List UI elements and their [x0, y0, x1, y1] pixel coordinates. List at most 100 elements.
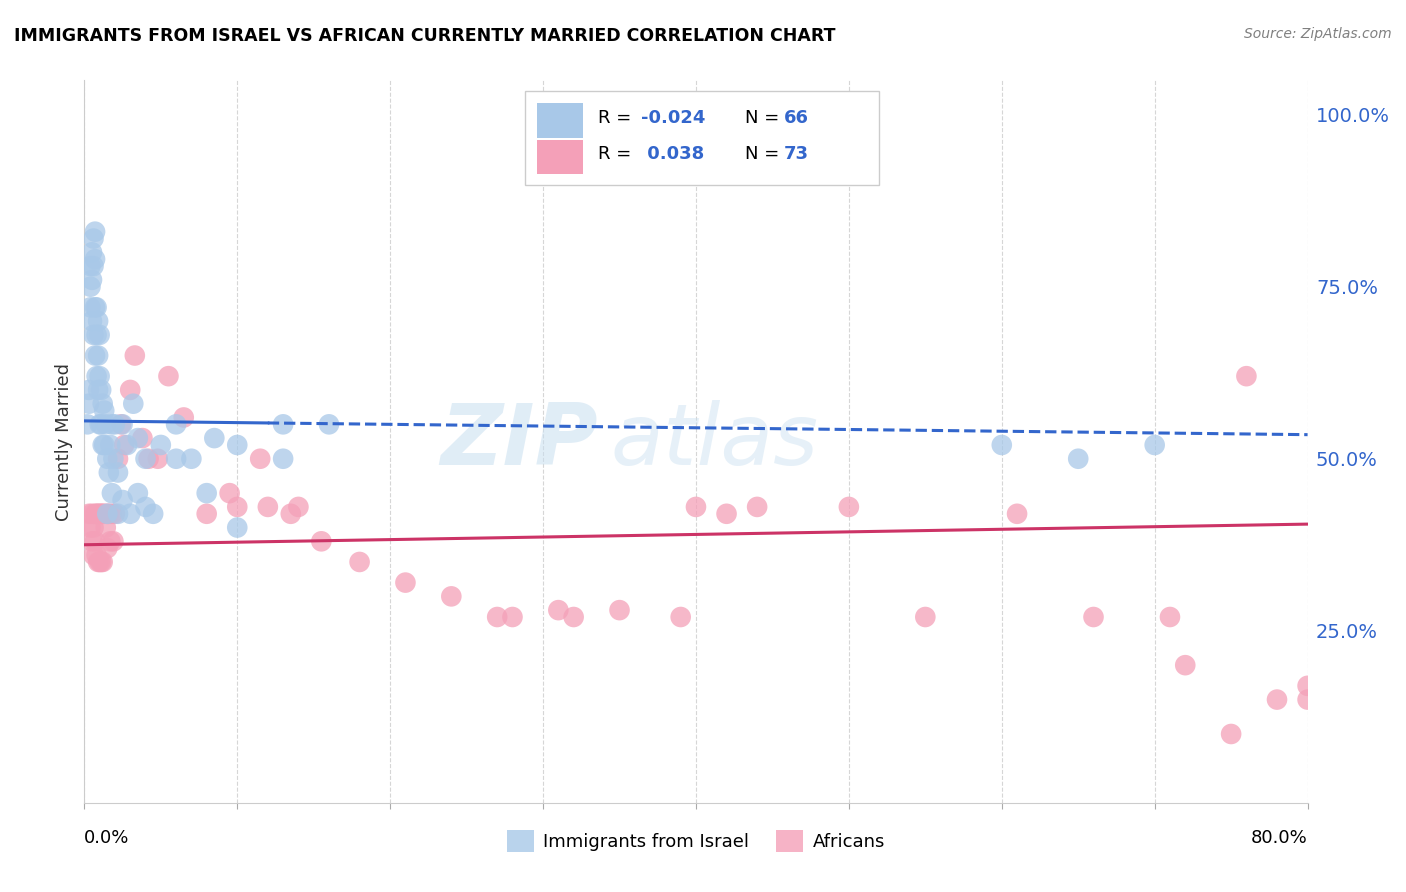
Point: [311, 534, 333, 549]
Point: [96, 507, 118, 521]
Point: [1296, 679, 1319, 693]
Point: [101, 417, 124, 432]
Point: [93, 403, 115, 417]
Point: [180, 451, 202, 466]
Point: [77, 397, 100, 411]
Point: [349, 555, 371, 569]
Point: [107, 507, 129, 521]
Point: [80, 534, 103, 549]
Point: [93, 507, 115, 521]
Point: [135, 451, 157, 466]
Point: [83, 548, 105, 562]
Point: [84, 507, 107, 521]
Point: [110, 417, 132, 432]
Text: ZIP: ZIP: [440, 400, 598, 483]
Point: [115, 438, 138, 452]
Point: [257, 500, 280, 514]
Point: [394, 575, 416, 590]
Point: [84, 301, 107, 315]
Point: [280, 507, 302, 521]
FancyBboxPatch shape: [524, 91, 880, 185]
Point: [80, 273, 103, 287]
Point: [226, 500, 249, 514]
FancyBboxPatch shape: [537, 139, 583, 174]
Point: [93, 438, 115, 452]
Point: [84, 252, 107, 267]
Point: [83, 231, 105, 245]
Point: [107, 451, 129, 466]
Point: [747, 500, 769, 514]
Point: [91, 397, 114, 411]
Point: [716, 507, 738, 521]
Y-axis label: Currently Married: Currently Married: [55, 362, 73, 521]
Point: [685, 500, 707, 514]
Point: [86, 548, 108, 562]
Point: [157, 369, 180, 384]
Point: [96, 541, 118, 556]
Point: [1265, 692, 1288, 706]
Point: [202, 431, 225, 445]
Point: [90, 555, 112, 569]
Point: [86, 301, 108, 315]
Point: [669, 610, 692, 624]
Point: [914, 610, 936, 624]
Point: [138, 451, 160, 466]
Point: [80, 245, 103, 260]
Point: [79, 301, 101, 315]
Point: [79, 259, 101, 273]
Point: [142, 507, 165, 521]
Point: [84, 534, 107, 549]
Text: -0.024: -0.024: [641, 109, 706, 127]
Point: [104, 417, 127, 432]
Point: [838, 500, 860, 514]
Point: [1296, 692, 1319, 706]
Point: [1220, 727, 1243, 741]
Point: [83, 327, 105, 342]
Point: [1358, 692, 1381, 706]
Point: [97, 507, 120, 521]
Point: [86, 507, 108, 521]
Point: [91, 507, 114, 521]
Point: [83, 259, 105, 273]
Point: [94, 417, 117, 432]
Point: [96, 451, 118, 466]
Point: [86, 369, 108, 384]
Point: [165, 451, 187, 466]
Point: [1174, 658, 1197, 673]
Text: IMMIGRANTS FROM ISRAEL VS AFRICAN CURRENTLY MARRIED CORRELATION CHART: IMMIGRANTS FROM ISRAEL VS AFRICAN CURREN…: [14, 27, 835, 45]
Point: [122, 397, 145, 411]
Point: [547, 603, 569, 617]
Text: R =: R =: [598, 109, 637, 127]
Point: [87, 383, 110, 397]
Point: [226, 438, 249, 452]
Point: [87, 555, 110, 569]
Text: 80.0%: 80.0%: [1251, 829, 1308, 847]
Point: [1388, 672, 1406, 686]
Point: [98, 438, 121, 452]
Point: [101, 507, 124, 521]
Point: [87, 349, 110, 363]
Point: [287, 500, 309, 514]
Point: [120, 383, 142, 397]
Point: [111, 493, 134, 508]
Point: [1067, 451, 1090, 466]
Point: [101, 486, 124, 500]
Point: [218, 486, 240, 500]
Point: [165, 417, 187, 432]
Point: [195, 486, 218, 500]
Point: [226, 520, 249, 534]
Point: [80, 507, 103, 521]
Point: [131, 431, 153, 445]
Text: atlas: atlas: [610, 400, 818, 483]
Point: [83, 520, 105, 534]
FancyBboxPatch shape: [537, 103, 583, 138]
Point: [173, 410, 195, 425]
Point: [97, 466, 120, 480]
Point: [76, 417, 98, 432]
Point: [103, 451, 125, 466]
Point: [91, 555, 114, 569]
Point: [77, 383, 100, 397]
Text: N =: N =: [745, 145, 785, 163]
Point: [107, 466, 129, 480]
Point: [90, 417, 112, 432]
